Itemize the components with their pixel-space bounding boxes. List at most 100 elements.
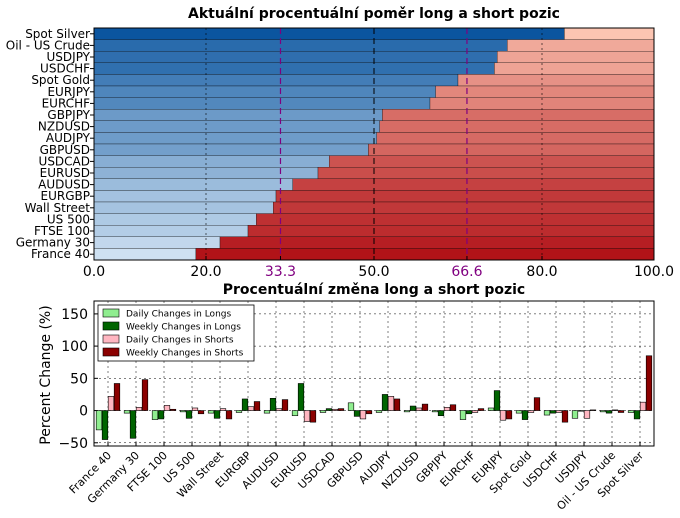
change-bar — [421, 403, 429, 411]
top-xtick-label: 0.0 — [83, 264, 105, 280]
top-category-label: France 40 — [31, 247, 90, 261]
short-bar — [379, 120, 655, 133]
short-bar — [494, 62, 655, 75]
change-bar — [163, 405, 171, 411]
change-bar — [605, 410, 613, 414]
change-bar — [515, 410, 523, 414]
change-bar — [95, 410, 103, 431]
top-category-label: Wall Street — [25, 201, 91, 215]
long-bar — [93, 178, 293, 191]
change-bar — [281, 399, 289, 411]
top-category-label: EURJPY — [47, 85, 90, 99]
change-bar — [235, 410, 243, 413]
change-bar — [353, 410, 361, 417]
short-bar — [273, 201, 655, 214]
change-bar — [477, 408, 485, 411]
change-bar — [639, 401, 647, 411]
change-bar — [409, 405, 417, 411]
change-bar — [589, 409, 597, 411]
change-bar — [555, 410, 563, 413]
bottom-ytick-label: 50 — [70, 371, 88, 387]
change-bar — [627, 410, 635, 413]
top-category-label: Spot Silver — [25, 27, 90, 41]
top-category-label: USDCHF — [40, 62, 90, 76]
change-bar — [337, 408, 345, 411]
short-bar — [457, 74, 655, 87]
change-bar — [225, 410, 233, 420]
legend-label: Daily Changes in Longs — [126, 310, 231, 320]
change-bar — [213, 410, 221, 419]
top-category-label: GBPUSD — [40, 143, 90, 157]
long-bar — [93, 225, 249, 237]
change-bar — [101, 410, 109, 440]
change-bar — [275, 408, 283, 411]
change-bar — [381, 394, 389, 411]
change-bar — [521, 410, 529, 420]
legend-label: Weekly Changes in Shorts — [126, 349, 244, 359]
bottom-ytick-label: 150 — [61, 307, 88, 323]
short-bar — [317, 167, 655, 179]
legend-swatch — [102, 347, 120, 357]
change-bar — [583, 410, 591, 419]
change-bar — [123, 410, 131, 414]
top-category-label: GBPJPY — [47, 108, 90, 122]
change-bar — [633, 410, 641, 420]
long-bar — [93, 143, 369, 156]
top-category-label: NZDUSD — [38, 120, 90, 134]
short-bar — [256, 213, 655, 226]
legend: Daily Changes in Longs Weekly Changes in … — [97, 304, 255, 362]
top-xtick-label: 50.0 — [358, 264, 389, 280]
top-category-label: FTSE 100 — [34, 224, 90, 238]
bottom-chart-title: Procentuální změna long a short pozic — [223, 282, 525, 298]
change-bar — [135, 407, 143, 411]
long-bar — [93, 248, 197, 261]
short-bar — [382, 109, 655, 121]
change-bar — [113, 383, 121, 411]
long-bar — [93, 51, 498, 63]
long-bar — [93, 155, 330, 168]
change-bar — [247, 406, 255, 411]
change-bar — [253, 401, 261, 411]
change-bar — [303, 410, 311, 422]
change-bar — [241, 398, 249, 411]
change-bar — [549, 410, 557, 414]
top-category-label: AUDJPY — [46, 131, 91, 145]
short-bar — [497, 51, 655, 63]
legend-label: Daily Changes in Shorts — [126, 336, 234, 346]
change-bar — [157, 410, 165, 420]
top-category-label: EURGBP — [41, 189, 90, 203]
change-bar — [309, 410, 317, 423]
short-bar — [329, 155, 655, 168]
change-bar — [645, 355, 653, 411]
change-bar — [191, 407, 199, 411]
short-bar — [292, 178, 655, 191]
change-bar — [197, 410, 205, 415]
change-bar — [571, 410, 579, 419]
bottom-chart-ylabel: Percent Change (%) — [38, 305, 54, 444]
change-bar — [207, 410, 215, 414]
short-bar — [275, 190, 655, 203]
short-bar — [368, 143, 655, 156]
change-bar — [291, 410, 299, 417]
change-bar — [499, 410, 507, 421]
top-xtick-label: 80.0 — [526, 264, 557, 280]
top-category-label: US 500 — [47, 212, 90, 226]
top-xtick-label: 20.0 — [190, 264, 221, 280]
change-bar — [533, 397, 541, 411]
bottom-ytick-label: −50 — [58, 436, 88, 452]
top-xtick-label: 66.6 — [451, 264, 482, 280]
change-bar — [431, 410, 439, 413]
bottom-ytick-label: 100 — [61, 339, 88, 355]
change-bar — [543, 410, 551, 416]
long-bar — [93, 85, 436, 98]
change-bar — [505, 410, 513, 420]
long-bar — [93, 74, 459, 87]
change-bar — [437, 410, 445, 417]
bottom-ytick-label: 0 — [79, 404, 88, 420]
change-bar — [617, 410, 625, 413]
change-bar — [493, 390, 501, 411]
change-bar — [169, 408, 177, 411]
